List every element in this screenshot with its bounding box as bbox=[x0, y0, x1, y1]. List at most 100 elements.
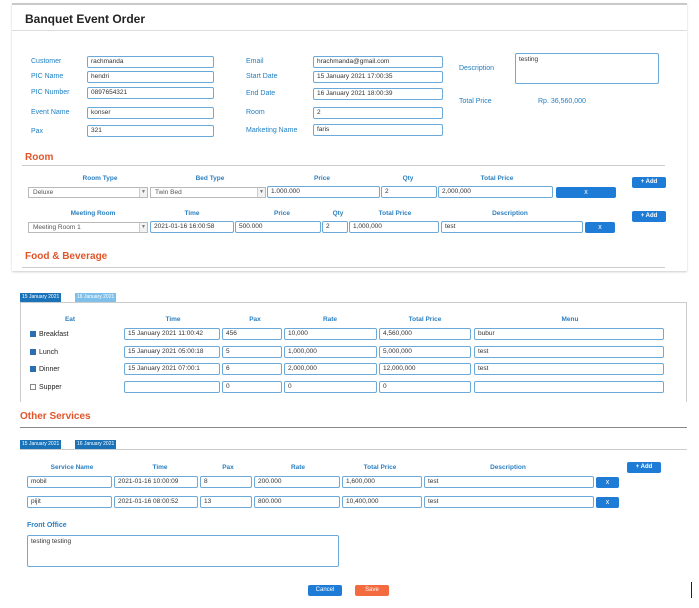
service-total-input[interactable]: 10,400,000 bbox=[342, 496, 422, 508]
service-total-input[interactable]: 1,600,000 bbox=[342, 476, 422, 488]
food-total-header: Total Price bbox=[408, 316, 442, 323]
food-rate-input[interactable]: 0 bbox=[284, 381, 377, 393]
food-time-input[interactable]: 15 January 2021 11:00:42 bbox=[124, 328, 220, 340]
food-rate-input[interactable]: 10,000 bbox=[284, 328, 377, 340]
email-input[interactable]: hrachmanda@gmail.com bbox=[313, 56, 443, 68]
service-remove-button[interactable]: x bbox=[596, 477, 619, 488]
service-rate-input[interactable]: 200.000 bbox=[254, 476, 340, 488]
meeting-total-input[interactable]: 1,000,000 bbox=[349, 221, 439, 233]
bed-type-select[interactable]: Twin Bed ▼ bbox=[150, 187, 266, 198]
meeting-price-input[interactable]: 500.000 bbox=[235, 221, 321, 233]
supper-checkbox[interactable] bbox=[30, 384, 36, 390]
meeting-description-input[interactable]: test bbox=[441, 221, 583, 233]
service-time-input[interactable]: 2021-01-16 08:00:52 bbox=[114, 496, 198, 508]
service-name-input[interactable]: pijit bbox=[27, 496, 112, 508]
meeting-remove-button[interactable]: x bbox=[585, 222, 615, 233]
service-remove-button[interactable]: x bbox=[596, 497, 619, 508]
food-time-input[interactable]: 15 January 2021 05:00:18 bbox=[124, 346, 220, 358]
room-type-header: Room Type bbox=[82, 175, 118, 182]
food-total-input[interactable]: 12,000,000 bbox=[379, 363, 471, 375]
front-office-textarea[interactable]: testing testing bbox=[27, 535, 339, 567]
event-name-input[interactable]: konser bbox=[87, 107, 214, 119]
service-add-button[interactable]: + Add bbox=[627, 462, 661, 473]
service-description-header: Description bbox=[490, 464, 526, 471]
meeting-time-input[interactable]: 2021-01-16 16:00:58 bbox=[150, 221, 234, 233]
room-total-input[interactable]: 2,000,000 bbox=[438, 186, 553, 198]
food-pax-input[interactable]: 456 bbox=[222, 328, 282, 340]
room-add-button[interactable]: + Add bbox=[632, 177, 666, 188]
room-price-input[interactable]: 1.000.000 bbox=[267, 186, 380, 198]
food-menu-input[interactable] bbox=[474, 381, 664, 393]
meeting-room-header: Meeting Room bbox=[70, 210, 116, 217]
food-rate-header: Rate bbox=[322, 316, 338, 323]
service-pax-input[interactable]: 13 bbox=[200, 496, 252, 508]
food-time-input[interactable] bbox=[124, 381, 220, 393]
food-row-lunch[interactable]: Lunch bbox=[30, 349, 58, 356]
pic-number-label: PIC Number bbox=[31, 89, 70, 96]
food-tab-day2[interactable]: 16 January 2021 bbox=[75, 293, 117, 302]
end-date-input[interactable]: 16 January 2021 18:00:39 bbox=[313, 88, 443, 100]
food-pax-input[interactable]: 6 bbox=[222, 363, 282, 375]
food-menu-input[interactable]: test bbox=[474, 363, 664, 375]
food-row-breakfast[interactable]: Breakfast bbox=[30, 331, 69, 338]
other-services-title: Other Services bbox=[20, 411, 91, 422]
service-name-input[interactable]: mobil bbox=[27, 476, 112, 488]
meeting-add-button[interactable]: + Add bbox=[632, 211, 666, 222]
other-tab-underline bbox=[20, 449, 687, 450]
food-total-input[interactable]: 5,000,000 bbox=[379, 346, 471, 358]
food-pax-input[interactable]: 5 bbox=[222, 346, 282, 358]
service-total-header: Total Price bbox=[363, 464, 397, 471]
cancel-button[interactable]: Cancel bbox=[308, 585, 342, 596]
food-tab-day1[interactable]: 15 January 2021 bbox=[20, 293, 62, 302]
description-textarea[interactable]: testing bbox=[515, 53, 659, 84]
room-input[interactable]: 2 bbox=[313, 107, 443, 119]
food-panel bbox=[20, 302, 687, 402]
other-tab-day1[interactable]: 15 January 2021 bbox=[20, 440, 62, 449]
food-divider-top bbox=[22, 267, 665, 268]
room-label: Room bbox=[246, 109, 265, 116]
food-menu-input[interactable]: test bbox=[474, 346, 664, 358]
food-total-input[interactable]: 0 bbox=[379, 381, 471, 393]
pax-input[interactable]: 321 bbox=[87, 125, 214, 137]
room-remove-button[interactable]: x bbox=[556, 187, 616, 198]
service-description-input[interactable]: test bbox=[424, 496, 594, 508]
marketing-name-input[interactable]: faris bbox=[313, 124, 443, 136]
room-type-select[interactable]: Deluxe ▼ bbox=[28, 187, 148, 198]
total-price-value: Rp. 36,560,000 bbox=[538, 98, 586, 105]
service-rate-header: Rate bbox=[290, 464, 306, 471]
dinner-checkbox[interactable] bbox=[30, 366, 36, 372]
meeting-price-header: Price bbox=[274, 210, 290, 217]
food-time-input[interactable]: 15 January 2021 07:00:1 bbox=[124, 363, 220, 375]
marketing-name-label: Marketing Name bbox=[246, 127, 298, 134]
customer-input[interactable]: rachmanda bbox=[87, 56, 214, 68]
meeting-room-select[interactable]: Meeting Room 1 ▼ bbox=[28, 222, 148, 233]
meeting-total-header: Total Price bbox=[378, 210, 412, 217]
service-time-input[interactable]: 2021-01-16 10:00:09 bbox=[114, 476, 198, 488]
food-menu-input[interactable]: bubur bbox=[474, 328, 664, 340]
service-pax-input[interactable]: 8 bbox=[200, 476, 252, 488]
lunch-checkbox[interactable] bbox=[30, 349, 36, 355]
service-description-input[interactable]: test bbox=[424, 476, 594, 488]
food-rate-input[interactable]: 2,000,000 bbox=[284, 363, 377, 375]
pic-name-input[interactable]: hendri bbox=[87, 71, 214, 83]
start-date-input[interactable]: 15 January 2021 17:00:35 bbox=[313, 71, 443, 83]
pax-label: Pax bbox=[31, 128, 44, 135]
food-row-supper[interactable]: Supper bbox=[30, 384, 62, 391]
service-name-header: Service Name bbox=[50, 464, 94, 471]
food-total-input[interactable]: 4,560,000 bbox=[379, 328, 471, 340]
description-label: Description bbox=[459, 65, 495, 72]
title-divider bbox=[12, 30, 687, 31]
pic-number-input[interactable]: 0897654321 bbox=[87, 87, 214, 99]
start-date-label: Start Date bbox=[246, 73, 278, 80]
food-row-dinner[interactable]: Dinner bbox=[30, 366, 60, 373]
food-pax-input[interactable]: 0 bbox=[222, 381, 282, 393]
service-rate-input[interactable]: 800.000 bbox=[254, 496, 340, 508]
room-qty-input[interactable]: 2 bbox=[381, 186, 437, 198]
room-section-title: Room bbox=[25, 152, 54, 163]
save-button[interactable]: Save bbox=[355, 585, 389, 596]
other-tab-day2[interactable]: 16 January 2021 bbox=[75, 440, 117, 449]
breakfast-checkbox[interactable] bbox=[30, 331, 36, 337]
end-date-label: End Date bbox=[246, 90, 276, 97]
meeting-qty-input[interactable]: 2 bbox=[322, 221, 348, 233]
food-rate-input[interactable]: 1,000,000 bbox=[284, 346, 377, 358]
